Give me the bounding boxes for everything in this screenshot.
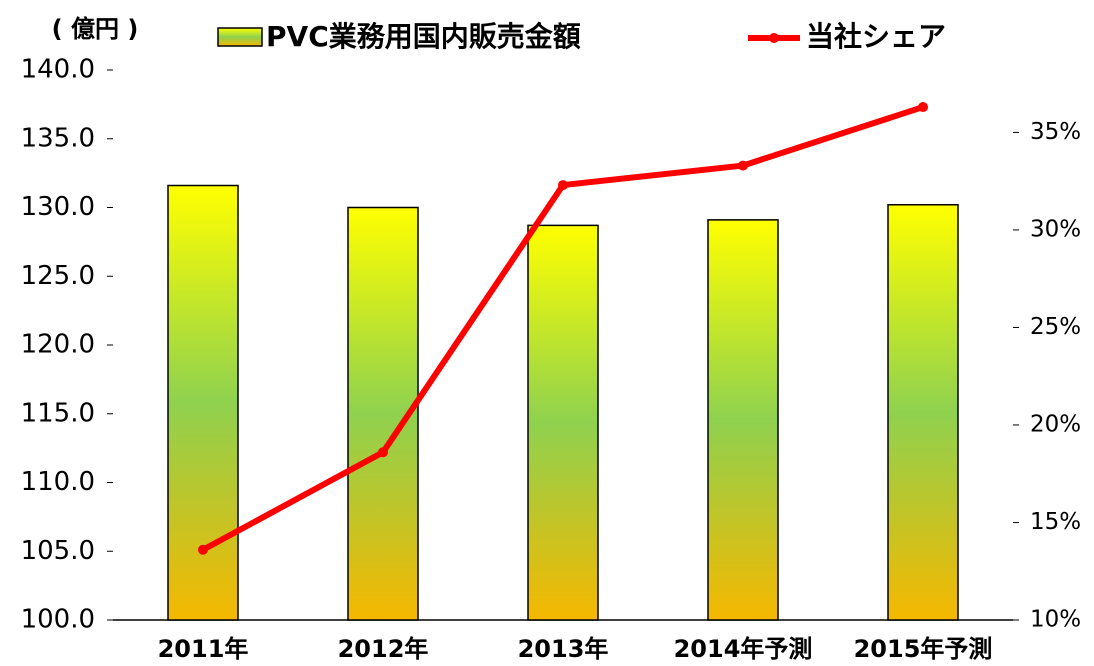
y-tick-label: 120.0 (21, 330, 95, 360)
legend-marker (769, 33, 779, 43)
bar (527, 224, 599, 621)
y2-tick-label: 30% (1030, 216, 1081, 242)
y2-tick-label: 10% (1030, 607, 1081, 633)
line-marker (558, 180, 568, 191)
x-tick-label: 2012年 (338, 635, 429, 663)
line-marker (738, 160, 748, 171)
y2-tick-label: 35% (1030, 119, 1081, 145)
line-marker (918, 102, 928, 113)
y-tick-label: 100.0 (21, 605, 95, 635)
legend-label: 当社シェア (806, 20, 946, 53)
y2-tick-label: 25% (1030, 314, 1081, 340)
line-marker (198, 544, 208, 555)
x-tick-label: 2011年 (158, 635, 249, 663)
y2-tick-label: 20% (1030, 411, 1081, 437)
y-tick-label: 105.0 (21, 536, 95, 566)
bar (887, 204, 959, 621)
bar (707, 219, 779, 621)
y2-tick-label: 15% (1030, 509, 1081, 535)
bar (167, 184, 239, 621)
y-tick-label: 110.0 (21, 467, 95, 497)
line-marker (378, 447, 388, 458)
legend-swatch (217, 27, 263, 47)
x-tick-label: 2014年予測 (674, 635, 813, 663)
legend-label: PVC業務用国内販売金額 (266, 20, 581, 53)
y-tick-label: 125.0 (21, 261, 95, 291)
y-tick-label: 140.0 (21, 55, 95, 85)
x-tick-label: 2015年予測 (854, 635, 993, 663)
y-axis-unit: ( 億円 ) (52, 15, 139, 43)
y-tick-label: 130.0 (21, 192, 95, 222)
y-tick-label: 115.0 (21, 398, 95, 428)
y-tick-label: 135.0 (21, 123, 95, 153)
x-tick-label: 2013年 (518, 635, 609, 663)
